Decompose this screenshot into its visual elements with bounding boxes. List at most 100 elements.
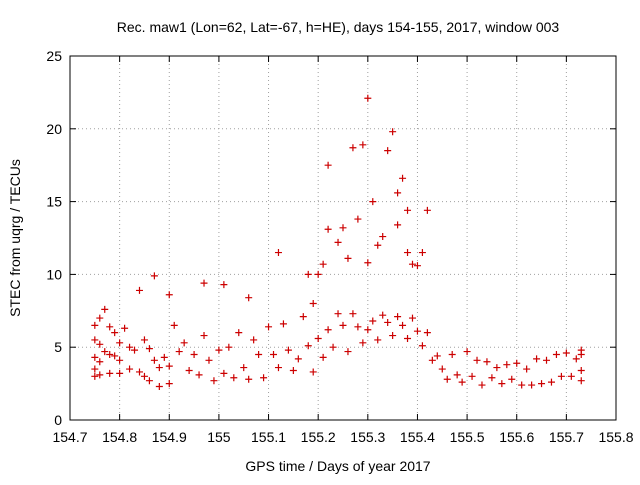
plot-frame — [69, 55, 617, 421]
data-point — [225, 343, 233, 351]
data-point — [394, 313, 402, 321]
data-point — [543, 356, 551, 364]
data-point — [528, 381, 536, 389]
y-tick-label: 10 — [46, 266, 62, 282]
data-point — [394, 189, 402, 197]
data-point — [111, 352, 119, 360]
data-point — [354, 215, 362, 223]
data-point — [150, 272, 158, 280]
data-point — [552, 350, 560, 358]
data-point — [140, 372, 148, 380]
data-point — [379, 233, 387, 241]
chart-title: Rec. maw1 (Lon=62, Lat=-67, h=HE), days … — [117, 19, 560, 35]
data-point — [126, 365, 134, 373]
data-point — [304, 342, 312, 350]
data-point — [265, 323, 273, 331]
data-point — [533, 355, 541, 363]
data-point — [205, 356, 213, 364]
data-point — [215, 346, 223, 354]
x-tick-label: 155.7 — [549, 429, 584, 445]
data-point — [418, 249, 426, 257]
data-point — [339, 224, 347, 232]
data-point — [91, 353, 99, 361]
data-point — [126, 343, 134, 351]
data-point — [324, 326, 332, 334]
data-point — [190, 350, 198, 358]
data-point — [155, 364, 163, 372]
data-points — [91, 94, 585, 391]
data-point — [240, 364, 248, 372]
data-point — [116, 369, 124, 377]
data-point — [145, 377, 153, 385]
data-point — [324, 225, 332, 233]
data-point — [513, 359, 521, 367]
data-point — [433, 352, 441, 360]
data-point — [428, 356, 436, 364]
data-point — [270, 350, 278, 358]
data-point — [274, 249, 282, 257]
x-tick-label: 155.5 — [450, 429, 485, 445]
data-point — [96, 314, 104, 322]
data-point — [140, 336, 148, 344]
x-tick-label: 155.8 — [598, 429, 633, 445]
data-point — [314, 334, 322, 342]
data-point — [423, 206, 431, 214]
data-point — [577, 346, 585, 354]
data-point — [160, 353, 168, 361]
data-point — [364, 94, 372, 102]
x-tick-label: 155.3 — [350, 429, 385, 445]
data-point — [334, 238, 342, 246]
data-point — [404, 334, 412, 342]
data-point — [408, 260, 416, 268]
data-point — [577, 366, 585, 374]
data-point — [468, 372, 476, 380]
data-point — [498, 380, 506, 388]
data-point — [547, 378, 555, 386]
data-point — [359, 141, 367, 149]
data-point — [463, 348, 471, 356]
data-point — [399, 174, 407, 182]
data-point — [91, 321, 99, 329]
y-tick-label: 5 — [54, 339, 62, 355]
data-point — [106, 323, 114, 331]
data-point — [438, 365, 446, 373]
data-point — [413, 327, 421, 335]
data-point — [384, 147, 392, 155]
x-tick-label: 155.1 — [251, 429, 286, 445]
data-point — [567, 372, 575, 380]
data-point — [230, 374, 238, 382]
data-point — [478, 381, 486, 389]
data-point — [121, 324, 129, 332]
data-point — [329, 343, 337, 351]
data-point — [453, 371, 461, 379]
data-point — [319, 260, 327, 268]
data-point — [91, 336, 99, 344]
data-point — [200, 332, 208, 340]
data-point — [389, 128, 397, 136]
data-point — [91, 365, 99, 373]
data-point — [165, 380, 173, 388]
data-point — [404, 206, 412, 214]
data-point — [150, 356, 158, 364]
data-point — [220, 369, 228, 377]
data-point — [279, 320, 287, 328]
data-point — [284, 346, 292, 354]
data-point — [374, 241, 382, 249]
data-point — [334, 310, 342, 318]
data-point — [135, 286, 143, 294]
data-point — [220, 281, 228, 289]
data-point — [96, 358, 104, 366]
data-point — [170, 321, 178, 329]
data-point — [155, 383, 163, 391]
data-point — [404, 249, 412, 257]
data-point — [389, 332, 397, 340]
data-point — [314, 270, 322, 278]
data-point — [304, 270, 312, 278]
x-tick-label: 154.9 — [152, 429, 187, 445]
data-point — [413, 262, 421, 270]
data-point — [255, 350, 263, 358]
data-point — [399, 321, 407, 329]
data-point — [483, 358, 491, 366]
data-point — [260, 374, 268, 382]
data-point — [96, 371, 104, 379]
